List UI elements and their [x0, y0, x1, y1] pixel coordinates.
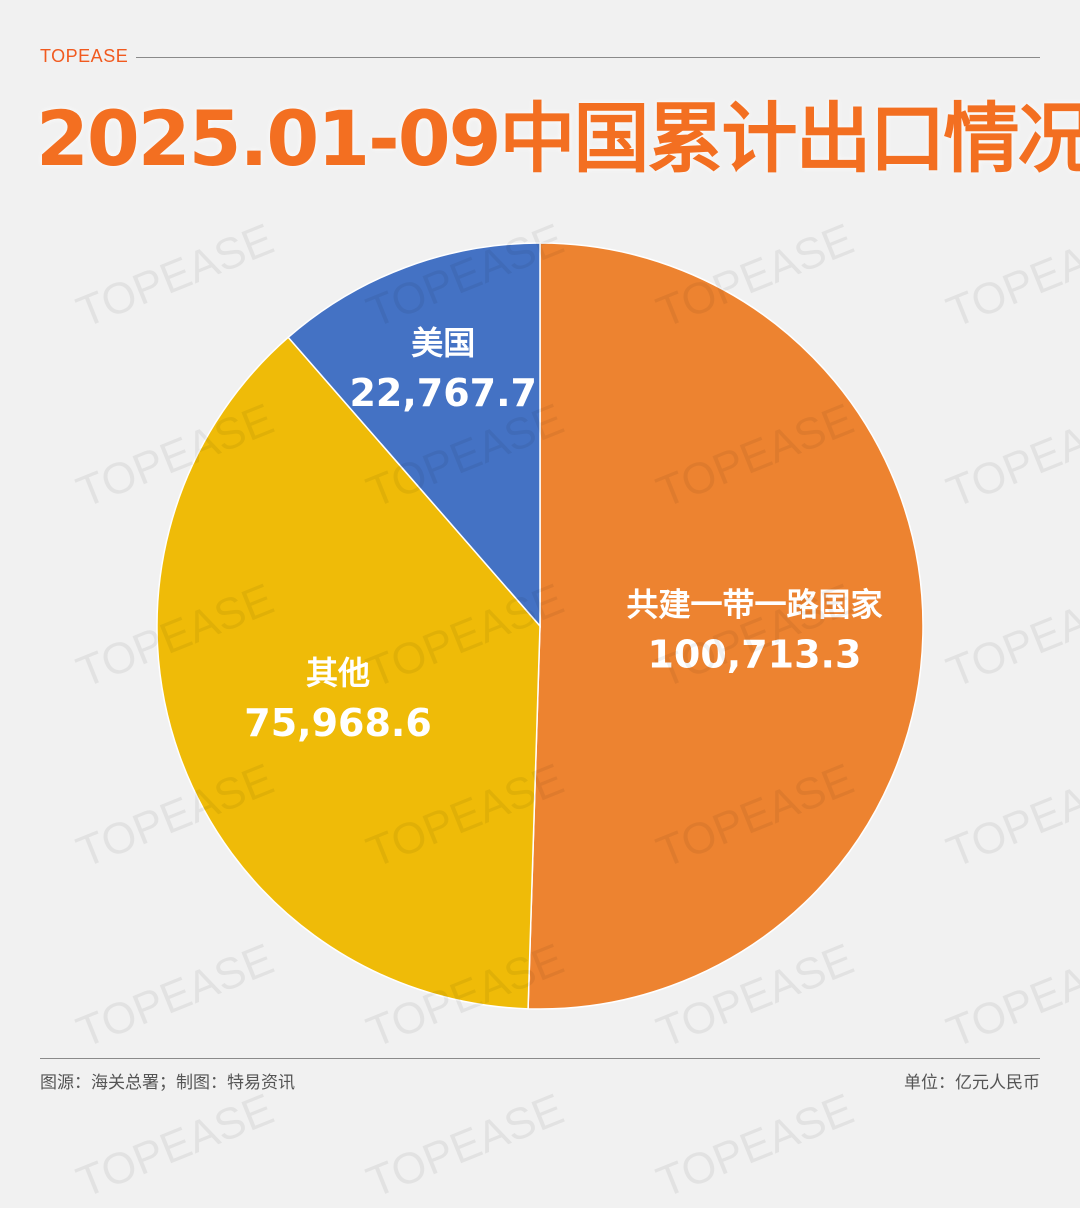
top-divider	[136, 57, 1040, 58]
pie-slice-1	[156, 336, 541, 1010]
unit-note: 单位：亿元人民币	[904, 1073, 1040, 1093]
slice-value-label: 75,968.6	[244, 701, 432, 745]
bottom-divider	[40, 1058, 1040, 1059]
brand-logo-text: TOPEASE	[40, 46, 129, 66]
source-note: 图源：海关总署；制图：特易资讯	[40, 1073, 295, 1093]
pie-chart: 共建一带一路国家 100,713.3 其他 75,968.6 美国 22,767.7	[156, 242, 924, 1010]
pie-slice-0	[527, 242, 924, 1010]
pie-slice-2	[287, 242, 541, 629]
slice-value-label: 22,767.7	[349, 371, 537, 415]
slice-name-label: 其他	[306, 654, 370, 692]
slice-name-label: 共建一带一路国家	[626, 585, 882, 623]
page-title: 2025.01-09中国累计出口情况	[36, 94, 1080, 183]
slice-value-label: 100,713.3	[647, 632, 861, 676]
slice-name-label: 美国	[411, 324, 475, 362]
